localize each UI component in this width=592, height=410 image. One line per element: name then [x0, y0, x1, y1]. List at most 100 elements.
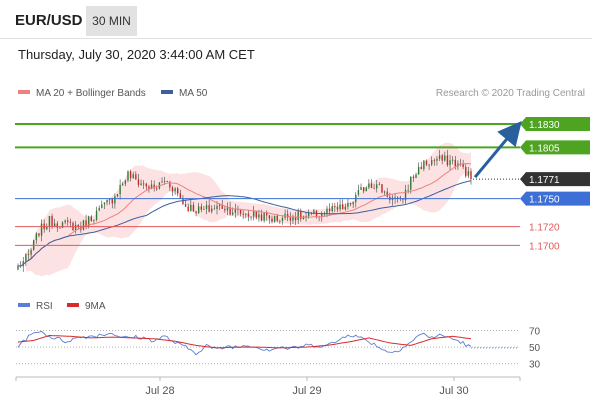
level-label: 1.1771 [529, 175, 560, 186]
candle-body [242, 213, 244, 215]
candle [263, 212, 265, 223]
candle-body [271, 218, 273, 222]
candle-body [74, 224, 77, 231]
candle-body [321, 213, 323, 217]
level-tag [520, 117, 590, 131]
candle [404, 184, 407, 205]
candle-body [114, 196, 116, 204]
rsi-ma-legend-swatch [67, 303, 79, 307]
price-levels: 1.1830 1.1805 1.1771 1.1750 1.1720 1.1700 [15, 117, 590, 252]
candle-body [313, 210, 315, 214]
candle-body [425, 160, 428, 165]
candle [451, 156, 454, 165]
candle-body [166, 181, 168, 182]
candle-body [182, 198, 184, 205]
candle-body [441, 155, 443, 161]
candle [25, 253, 27, 267]
candle [174, 187, 176, 195]
candle [74, 221, 77, 234]
candle [67, 217, 69, 226]
candle-body [226, 207, 229, 211]
rsi-ma-legend-label: 9MA [85, 301, 106, 312]
candle [203, 206, 205, 210]
candle [132, 171, 134, 179]
candle [281, 215, 284, 225]
candle-body [203, 209, 205, 210]
candle [171, 185, 174, 197]
candle-body [211, 208, 213, 212]
candle-body [326, 208, 328, 214]
candle-body [247, 213, 250, 217]
candle-body [454, 159, 456, 167]
candle-body [410, 176, 412, 190]
candle-body [163, 181, 166, 182]
candle [365, 186, 367, 192]
candle-body [415, 174, 417, 178]
timeframe-button[interactable]: 30 MIN [86, 6, 137, 36]
candle [271, 215, 273, 224]
candle-body [51, 216, 53, 227]
candle [229, 201, 231, 216]
candle-body [148, 186, 150, 189]
candle-body [156, 188, 158, 190]
candle [124, 179, 127, 187]
candle [200, 203, 202, 213]
candle-body [103, 202, 106, 205]
candle [376, 179, 378, 193]
candle-body [307, 212, 310, 217]
candle [127, 170, 129, 183]
candle [27, 249, 30, 261]
candle-body [347, 203, 349, 207]
candle [208, 199, 210, 213]
candle-body [289, 217, 292, 221]
candle-body [67, 220, 69, 222]
candle-body [360, 187, 362, 190]
candle-body [234, 208, 237, 213]
candle [386, 187, 388, 198]
candle [69, 218, 72, 228]
candle [352, 201, 354, 208]
candle [349, 202, 352, 207]
candle [357, 184, 360, 197]
candle-body [420, 166, 422, 170]
candle-body [394, 197, 396, 199]
candle [360, 183, 362, 191]
candle-body [279, 220, 281, 222]
candle-body [218, 204, 221, 206]
candle [64, 219, 66, 225]
candle-body [85, 220, 87, 227]
candle-body [451, 159, 454, 161]
candle-body [302, 216, 305, 219]
research-credit: Research © 2020 Trading Central [436, 88, 585, 99]
candle-body [153, 184, 155, 189]
candle [273, 215, 276, 223]
candle-body [276, 215, 278, 221]
candle-body [245, 213, 247, 215]
candle [370, 179, 373, 189]
level-label: 1.1720 [529, 223, 560, 234]
candle [247, 210, 250, 222]
candle-body [292, 216, 294, 221]
candle [441, 153, 443, 165]
candle [326, 205, 328, 218]
candle [205, 200, 208, 215]
candle-body [38, 233, 40, 236]
candle [292, 214, 294, 224]
candle-body [190, 204, 192, 212]
candle-body [111, 198, 113, 204]
candle-body [17, 265, 19, 270]
candle [402, 199, 404, 204]
candle [438, 149, 441, 161]
rsi-tick-label: 50 [529, 343, 541, 354]
candle [192, 202, 195, 212]
rsi-tick-label: 30 [529, 360, 541, 371]
candle [226, 202, 229, 216]
candle-body [177, 188, 179, 194]
candle-body [423, 160, 425, 170]
candle-body [273, 215, 276, 222]
candle-body [433, 160, 436, 161]
candle-body [169, 181, 171, 188]
candle-body [90, 216, 93, 221]
candle-body [370, 183, 373, 188]
